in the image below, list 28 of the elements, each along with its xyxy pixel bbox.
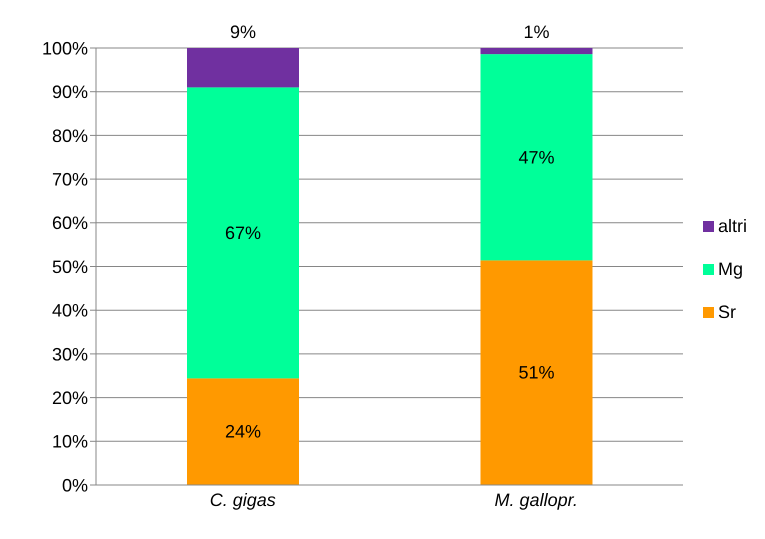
x-tick-label: C. gigas bbox=[210, 490, 276, 510]
data-label: 1% bbox=[523, 22, 550, 42]
legend-label: altri bbox=[718, 216, 747, 237]
y-tick-label: 10% bbox=[52, 432, 88, 452]
bar bbox=[480, 260, 592, 485]
bar bbox=[480, 54, 592, 260]
data-label: 51% bbox=[518, 362, 555, 383]
legend-label: Mg bbox=[718, 259, 743, 280]
bar bbox=[187, 48, 299, 88]
data-label: 67% bbox=[224, 222, 262, 243]
bar bbox=[187, 378, 299, 485]
data-label: 47% bbox=[518, 147, 555, 168]
y-tick-label: 80% bbox=[52, 126, 88, 146]
y-tick-label: 30% bbox=[52, 344, 88, 364]
data-label: 9% bbox=[230, 22, 256, 42]
legend-label: Sr bbox=[718, 302, 736, 323]
y-tick-label: 20% bbox=[52, 388, 88, 408]
y-tick-label: 50% bbox=[52, 256, 88, 277]
y-tick-label: 70% bbox=[52, 169, 88, 190]
data-label: 24% bbox=[224, 422, 262, 442]
y-tick-label: 60% bbox=[52, 213, 88, 234]
bar bbox=[480, 48, 592, 54]
y-tick-label: 100% bbox=[42, 38, 88, 58]
y-tick-label: 90% bbox=[52, 82, 88, 102]
bar bbox=[187, 87, 299, 378]
y-tick-label: 40% bbox=[52, 300, 88, 321]
y-tick-label: 0% bbox=[62, 475, 88, 496]
x-tick-label: M. gallopr. bbox=[494, 490, 578, 510]
